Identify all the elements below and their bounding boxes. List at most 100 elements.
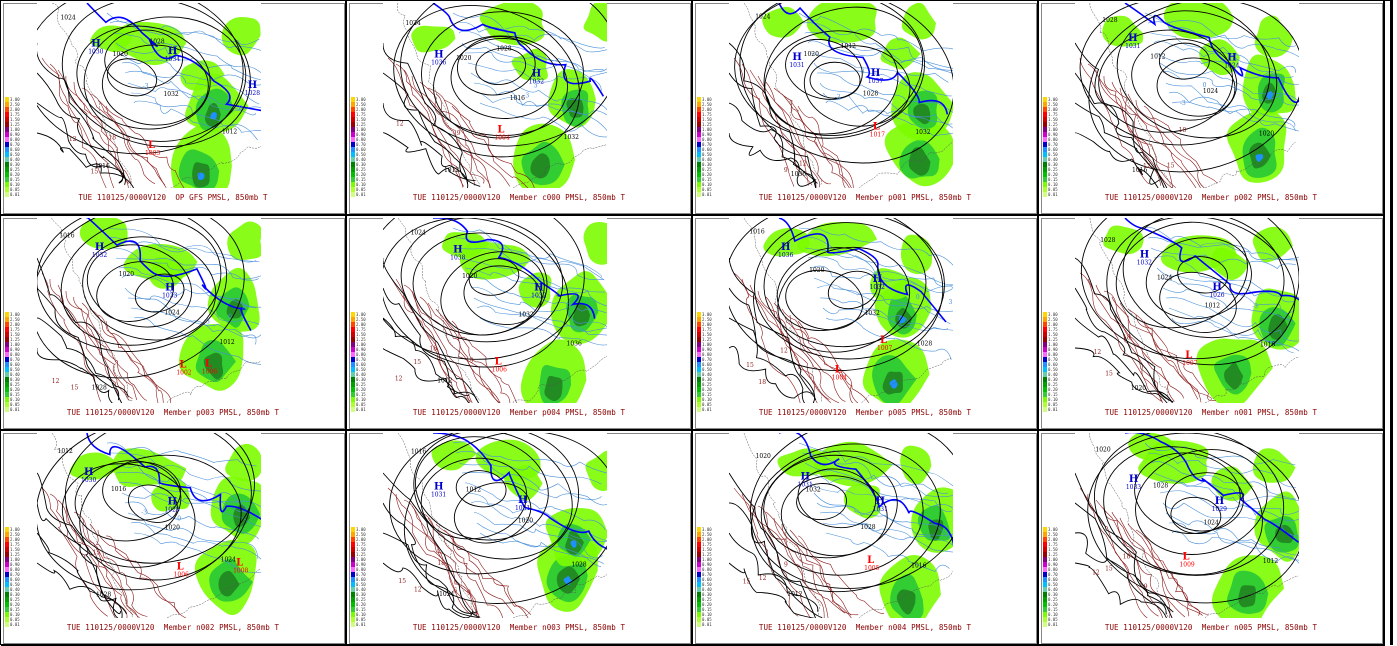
map-panel[interactable]: H 1031 H 1031 L 1005 1020 1032 1028 1016 1012 15 12 9… — [693, 431, 1039, 646]
precip-scale-entry: 0.80 — [351, 352, 367, 357]
temp-label: -3 — [835, 94, 841, 101]
coastline — [743, 218, 822, 402]
precip-scale-value: 0.10 — [702, 182, 712, 187]
isobars — [729, 218, 945, 403]
high-pressure-value: 1030 — [88, 48, 103, 55]
precip-scale-entry: 0.15 — [5, 607, 21, 612]
temp-label: 15 — [746, 362, 754, 369]
precip-scale-value: 1.00 — [1048, 342, 1058, 347]
precip-scale-value: 0.25 — [1048, 167, 1058, 172]
temp-label: 12 — [759, 575, 767, 582]
low-pressure-value: 1006 — [492, 366, 507, 373]
precip-scale-entry: 2.00 — [5, 107, 21, 112]
precip-scale-entry: 1.00 — [697, 127, 713, 132]
precip-scale-entry: 0.80 — [5, 352, 21, 357]
panel-caption: TUE 110125/0000V120 OP GFS PMSL, 850mb T — [1, 193, 345, 202]
isobar-label: 1024 — [1157, 275, 1172, 282]
isobars — [729, 3, 953, 188]
precip-scale-value: 1.50 — [1048, 117, 1058, 122]
temp-label: -3 — [204, 319, 210, 326]
precip-scale-entry: 0.25 — [5, 382, 21, 387]
isobar-label: 1024 — [439, 591, 454, 598]
precip-color-scale: 3.00 2.50 2.00 1.75 1.50 1.25 1.00 0.90 0.80 0.70… — [351, 527, 367, 627]
precip-scale-entry: 1.75 — [1043, 327, 1059, 332]
precip-scale-value: 2.00 — [702, 322, 712, 327]
precip-scale-value: 0.40 — [702, 157, 712, 162]
isobar-label: 1012 — [1150, 53, 1165, 60]
precip-scale-value: 0.05 — [1048, 187, 1058, 192]
low-pressure-marker: L — [236, 558, 243, 569]
precip-scale-entry: 0.60 — [5, 147, 21, 152]
isobar-label: 1012 — [841, 43, 856, 50]
precip-scale-entry: 0.90 — [1043, 347, 1059, 352]
precip-scale-entry: 0.70 — [697, 357, 713, 362]
precip-scale-entry: 0.90 — [1043, 132, 1059, 137]
precip-scale-entry: 0.50 — [1043, 582, 1059, 587]
low-pressure-marker: L — [835, 364, 842, 375]
precip-scale-entry: 0.50 — [1043, 152, 1059, 157]
precip-scale-value: 0.10 — [702, 612, 712, 617]
panel-caption: TUE 110125/0000V120 Member n002 PMSL, 85… — [1, 623, 345, 632]
high-pressure-value: 1031 — [1125, 43, 1140, 50]
precip-scale-value: 0.20 — [1048, 602, 1058, 607]
precip-scale-entry: 0.30 — [1043, 162, 1059, 167]
precip-scale-entry: 0.25 — [5, 597, 21, 602]
map-panel[interactable]: H 1033 H 1029 L 1009 1020 1028 1024 1012 12 15 18 9 3.… — [1039, 431, 1385, 646]
isobars — [37, 433, 255, 618]
precip-scale-value: 1.25 — [702, 122, 712, 127]
precip-scale-entry: 0.40 — [5, 157, 21, 162]
precip-scale-value: 2.00 — [702, 537, 712, 542]
precip-scale-entry: 0.40 — [351, 157, 367, 162]
precip-scale-value: 0.20 — [702, 602, 712, 607]
map-panel[interactable]: H 1031 H 1024 1028 1012 1024 1020 1016 -3 0 3 12 15 18… — [1039, 1, 1385, 216]
map-panel[interactable]: H 1032 H 1026 L 1007 1028 1024 1012 1016 1020 12 15 1… — [1039, 216, 1385, 431]
high-pressure-marker: H — [165, 283, 174, 294]
precip-scale-value: 0.20 — [702, 387, 712, 392]
high-pressure-marker: H — [434, 482, 443, 493]
precip-scale-entry: 0.01 — [351, 622, 367, 627]
map-panel[interactable]: H 1038 H 1032 L 1006 1024 1020 1032 1036 1012 12 15 1… — [347, 216, 693, 431]
map-panel[interactable]: H 1031 H 1037 L 1017 1024 1020 1028 1032 1036 1012-… — [693, 1, 1039, 216]
precip-scale-value: 0.50 — [356, 152, 366, 157]
high-pressure-value: 1024 — [1224, 62, 1239, 69]
precip-scale-value: 1.50 — [10, 547, 20, 552]
isobar-label: 1020 — [1259, 131, 1274, 138]
precip-scale-entry: 1.75 — [697, 112, 713, 117]
isobar-label: 1028 — [917, 341, 932, 348]
precip-scale-value: 1.75 — [10, 327, 20, 332]
isobar-label: 1028 — [149, 39, 164, 46]
map-panel[interactable]: H 1030 H 1028 L 1006 L 1008 1012 1016 1020 1024 1028… — [1, 431, 347, 646]
map-panel[interactable]: H1032H1033L1002L1006L1005101610201024101… — [1, 216, 347, 431]
precip-scale-value: 1.00 — [10, 342, 20, 347]
precip-scale-value: 0.50 — [10, 582, 20, 587]
precip-scale-entry: 2.50 — [5, 102, 21, 107]
precip-scale-value: 1.25 — [702, 552, 712, 557]
map-panel[interactable]: H 1036 H 1032 L 1004 1024 1020 1016 1032 1012 1028 1… — [347, 1, 693, 216]
low-pressure-value: 1002 — [176, 370, 191, 377]
precip-scale-entry: 0.10 — [697, 612, 713, 617]
precip-scale-value: 1.75 — [1048, 542, 1058, 547]
precip-scale-entry: 0.90 — [697, 562, 713, 567]
precip-scale-value: 0.25 — [1048, 382, 1058, 387]
high-pressure-value: 1028 — [164, 507, 179, 514]
precip-scale-value: 3.00 — [1048, 97, 1058, 102]
precip-scale-entry: 0.90 — [5, 132, 21, 137]
panel-row: H 1030 H 1034 H 1028 L 1003 1024 1020 1032 1012 1016… — [1, 1, 1390, 216]
precip-scale-entry: 1.75 — [1043, 542, 1059, 547]
map-panel[interactable]: H 1030 H 1034 H 1028 L 1003 1024 1020 1032 1012 1016… — [1, 1, 347, 216]
map-panel[interactable]: H 1031 H 1031 1016 1012 1020 1028 1024 15 12 18 6 9 3.… — [347, 431, 693, 646]
precip-scale-value: 1.00 — [1048, 557, 1058, 562]
precip-scale-value: 1.50 — [356, 117, 366, 122]
precip-scale-value: 0.70 — [356, 142, 366, 147]
high-pressure-value: 1034 — [165, 56, 180, 63]
high-pressure-marker: H — [1129, 474, 1138, 485]
panel-caption: TUE 110125/0000V120 Member n003 PMSL, 85… — [347, 623, 691, 632]
precip-scale-value: 0.15 — [702, 392, 712, 397]
precip-scale-value: 2.50 — [702, 102, 712, 107]
map-panel[interactable]: H 1036 H 1032 L 1004 L 1007 1016 1020 1032 1028 15 18… — [693, 216, 1039, 431]
precip-scale-entry: 1.50 — [351, 117, 367, 122]
precip-scale-entry: 0.10 — [697, 182, 713, 187]
precip-scale-value: 0.50 — [356, 367, 366, 372]
